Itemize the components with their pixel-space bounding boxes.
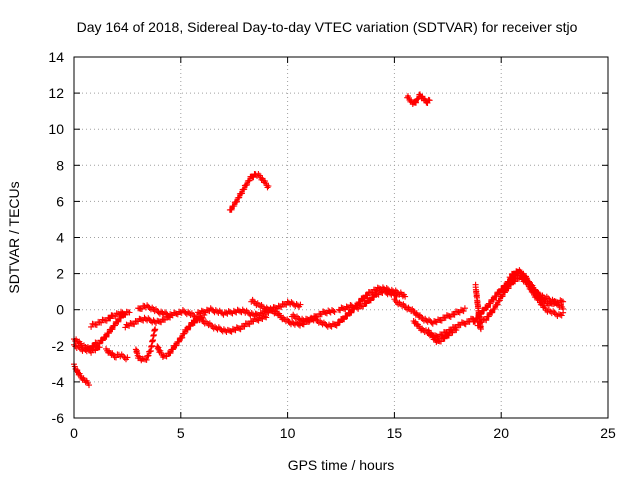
data-point-cluster bbox=[472, 281, 484, 333]
grid-lines bbox=[74, 57, 608, 418]
x-tick-label: 15 bbox=[387, 425, 403, 441]
data-point-cluster bbox=[194, 298, 304, 319]
x-tick-label: 20 bbox=[493, 425, 509, 441]
y-tick-label: 4 bbox=[56, 230, 64, 246]
data-point-cluster bbox=[226, 171, 272, 213]
y-tick-label: -2 bbox=[52, 338, 65, 354]
y-tick-label: 12 bbox=[48, 85, 64, 101]
y-tick-label: 6 bbox=[56, 193, 64, 209]
x-tick-label: 25 bbox=[600, 425, 616, 441]
y-tick-label: 0 bbox=[56, 302, 64, 318]
data-point-cluster bbox=[404, 91, 433, 107]
data-point-cluster bbox=[132, 326, 159, 364]
data-point-cluster bbox=[391, 296, 468, 327]
y-tick-label: -4 bbox=[52, 374, 65, 390]
data-point-cluster bbox=[122, 313, 174, 331]
y-tick-label: 14 bbox=[48, 49, 64, 65]
x-tick-label: 10 bbox=[280, 425, 296, 441]
data-point-cluster bbox=[135, 302, 270, 335]
y-tick-label: 10 bbox=[48, 121, 64, 137]
y-tick-label: 8 bbox=[56, 157, 64, 173]
y-axis-tick-labels: -6 -4 -2 0 2 4 6 8 10 12 14 bbox=[48, 49, 64, 426]
y-tick-label: 2 bbox=[56, 266, 64, 282]
x-tick-label: 5 bbox=[177, 425, 185, 441]
data-point-cluster bbox=[506, 267, 567, 312]
x-axis-tick-labels: 0 5 10 15 20 25 bbox=[70, 425, 616, 441]
plot-frame bbox=[73, 56, 609, 419]
data-point-cluster bbox=[335, 287, 400, 314]
chart-title: Day 164 of 2018, Sidereal Day-to-day VTE… bbox=[77, 19, 578, 35]
y-tick-label: -6 bbox=[52, 410, 65, 426]
data-point-cluster bbox=[88, 308, 129, 330]
series-stjo-sdtvar bbox=[71, 91, 567, 389]
data-series bbox=[71, 91, 567, 389]
data-point-cluster bbox=[103, 345, 131, 363]
y-axis-label: SDTVAR / TECUs bbox=[6, 181, 22, 293]
data-point-cluster bbox=[154, 312, 208, 360]
x-axis-label: GPS time / hours bbox=[288, 457, 395, 473]
data-point-cluster bbox=[425, 326, 460, 346]
x-tick-label: 0 bbox=[70, 425, 78, 441]
